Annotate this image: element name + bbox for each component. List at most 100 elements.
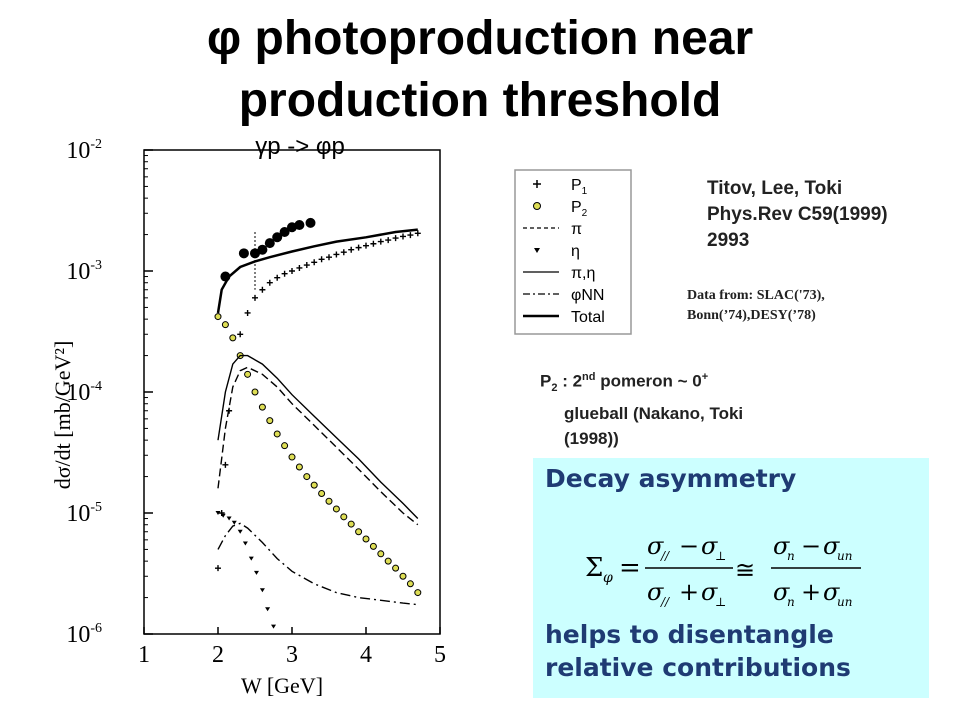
- data-point-eta: [237, 529, 243, 534]
- decay-asymmetry-box: Decay asymmetry Σ φ = σ// − σ ⊥ σ// + σ ⊥ …: [533, 458, 929, 698]
- svg-text:σ: σ: [647, 578, 664, 606]
- data-point-p1: [355, 244, 362, 251]
- data-point-p1: [385, 237, 392, 244]
- data-point-measured: [257, 244, 268, 255]
- data-point-measured: [238, 248, 249, 259]
- data-point-eta: [231, 520, 237, 525]
- data-point-measured: [272, 232, 283, 243]
- data-point-p2: [399, 572, 407, 580]
- citation-authors: Titov, Lee, Toki: [707, 178, 843, 199]
- y-tick-label: 10-4: [66, 379, 102, 406]
- svg-text:n: n: [787, 595, 795, 609]
- data-point-eta: [259, 588, 265, 593]
- data-point-p1: [363, 242, 369, 249]
- svg-text:φ: φ: [603, 570, 613, 586]
- data-point-measured: [220, 271, 231, 282]
- p2-text-1: : 2: [557, 371, 583, 391]
- cross-section-chart: γp -> φp W [GeV] dσ/dt [mb/GeV²] 1 2 3 4 5 10…: [50, 133, 446, 698]
- data-point-p1: [237, 331, 244, 338]
- data-point-p2: [273, 430, 281, 438]
- legend-frame: [514, 169, 632, 335]
- data-point-measured: [279, 227, 290, 238]
- svg-text:−: −: [801, 532, 821, 560]
- data-point-p2: [332, 505, 340, 513]
- svg-text:σ: σ: [773, 532, 790, 560]
- data-point-p2: [288, 453, 296, 461]
- data-point-p1: [407, 232, 414, 239]
- data-point-p2: [377, 550, 385, 558]
- legend-marker-circle: [533, 202, 541, 210]
- data-point-measured: [250, 248, 260, 259]
- decay-asymmetry-formula: Σ φ = σ// − σ⊥ σ// + σ⊥ ≅ σn − σun σn + …: [585, 532, 861, 609]
- data-point-measured: [264, 238, 275, 249]
- legend-label: π: [571, 221, 582, 238]
- data-point-p2: [310, 481, 318, 489]
- data-point-p2: [340, 513, 348, 521]
- data-point-p1: [318, 256, 325, 263]
- svg-text:σ: σ: [773, 578, 790, 606]
- data-point-p1: [370, 240, 377, 247]
- data-point-eta: [215, 511, 221, 515]
- data-point-p1: [326, 254, 332, 261]
- data-point-p1: [400, 233, 406, 240]
- title-line-1: φ photoproduction near: [206, 12, 754, 65]
- series-line-: [217, 366, 419, 526]
- citation-page: 2993: [707, 230, 750, 251]
- data-point-measured: [305, 217, 316, 228]
- data-point-p2: [221, 321, 229, 329]
- data-point-p1: [333, 251, 340, 258]
- data-point-p1: [274, 274, 281, 281]
- x-axis-label: W [GeV]: [241, 673, 323, 698]
- data-point-p2: [251, 388, 259, 396]
- data-point-p1: [289, 268, 295, 274]
- svg-text://: //: [660, 549, 671, 563]
- data-source-note: Data from: SLAC('73), Bonn(’74),DESY(’78…: [687, 286, 825, 326]
- data-point-eta: [226, 516, 232, 521]
- footer-line-2: relative contributions: [545, 653, 851, 682]
- data-point-p1: [296, 264, 303, 271]
- data-point-p1: [222, 461, 229, 468]
- svg-text:un: un: [837, 595, 852, 609]
- data-point-p2: [295, 463, 303, 471]
- data-point-p2: [214, 313, 222, 321]
- data-point-p2: [303, 473, 311, 481]
- title-line-2: production threshold: [238, 74, 722, 127]
- data-point-p2: [258, 403, 266, 411]
- y-tick-label: 10-2: [66, 137, 102, 164]
- data-point-p2: [266, 417, 274, 425]
- p2-description-line-3: (1998)): [564, 429, 619, 449]
- data-point-p1: [348, 246, 355, 253]
- data-point-eta: [265, 607, 271, 612]
- data-point-p1: [252, 294, 258, 301]
- svg-text:⊥: ⊥: [715, 549, 726, 563]
- data-point-p1: [311, 259, 318, 266]
- y-tick-label: 10-6: [66, 621, 102, 648]
- data-point-p2: [281, 442, 289, 450]
- data-point-p1: [259, 286, 266, 293]
- series-line-nn: [217, 522, 418, 606]
- p2-text-2: pomeron ~ 0: [595, 371, 702, 391]
- svg-text:≅: ≅: [735, 556, 755, 584]
- data-point-p2: [362, 535, 370, 543]
- data-point-p1: [218, 510, 225, 516]
- legend-label: η: [571, 243, 580, 260]
- data-point-p1: [414, 230, 421, 237]
- data-point-measured: [294, 219, 305, 230]
- p2-subscript: 2: [551, 382, 558, 395]
- data-point-p2: [384, 557, 392, 565]
- svg-text:=: =: [619, 553, 641, 583]
- svg-text:n: n: [787, 549, 795, 563]
- data-point-p1: [266, 279, 273, 286]
- data-point-p1: [377, 238, 384, 245]
- svg-text://: //: [660, 595, 671, 609]
- legend-label: Total: [571, 309, 605, 326]
- data-point-p2: [347, 520, 355, 528]
- data-source-line-2: Bonn(’74),DESY(’78): [687, 308, 816, 323]
- legend-label: π,η: [571, 265, 595, 282]
- data-point-p2: [369, 542, 377, 550]
- data-point-eta: [242, 541, 248, 546]
- data-point-p2: [318, 489, 326, 497]
- data-point-eta: [271, 624, 276, 629]
- chart-title: γp -> φp: [255, 133, 345, 160]
